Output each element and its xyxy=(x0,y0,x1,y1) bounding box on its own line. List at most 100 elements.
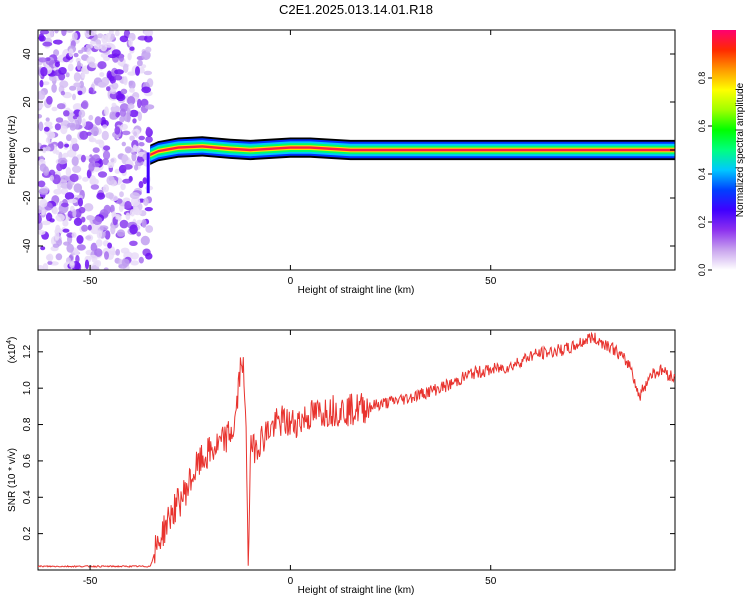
spectrogram-noise-blob xyxy=(138,181,144,189)
spectrogram-noise-blob xyxy=(69,173,79,183)
spectrogram-noise-blob xyxy=(53,49,60,57)
spectrogram-noise-blob xyxy=(63,241,70,246)
snr-frame xyxy=(37,329,676,571)
spectrogram-noise-blob xyxy=(90,184,100,190)
spectrogram-noise-blob xyxy=(127,96,136,106)
spectrogram-noise-blob xyxy=(137,59,143,67)
spectrogram-noise-blob xyxy=(54,123,62,131)
colorbar-label: Normalized spectral amplitude xyxy=(735,82,746,217)
spectrogram-noise-blob xyxy=(38,205,42,214)
spectrogram-noise-blob xyxy=(114,69,124,75)
spectrogram-noise-blob xyxy=(89,175,97,185)
spectrogram-noise-blob xyxy=(119,103,129,112)
spectrogram-x-ticks: -50 0 50 xyxy=(83,30,497,287)
spectrogram-noise-blob xyxy=(129,135,135,141)
spectrogram-noise-blob xyxy=(102,124,108,129)
spectrogram-noise-blob xyxy=(103,204,111,215)
spectrogram-noise-blob xyxy=(135,66,140,76)
spectrogram-noise-blob xyxy=(123,76,128,86)
spectrogram-noise-blob xyxy=(66,134,72,142)
spectrogram-noise-blob xyxy=(82,176,89,182)
spectrogram-noise-blob xyxy=(127,71,136,76)
spectrogram-noise-blob xyxy=(110,105,121,113)
spectrogram-noise-blob xyxy=(60,187,69,195)
spectrogram-noise-blob xyxy=(52,174,61,185)
spectrogram-noise-blob xyxy=(63,110,70,117)
spectrogram-noise-blob xyxy=(141,64,147,69)
spectrogram-noise-blob xyxy=(72,32,78,41)
spectrogram-noise-blob xyxy=(99,72,105,77)
spectrogram-noise-blob xyxy=(73,183,83,193)
spectrogram-noise-blob xyxy=(45,117,50,122)
spectrogram-noise-blob xyxy=(38,90,46,100)
spectrogram-noise-blob xyxy=(121,141,127,147)
spectrogram-noise-blob xyxy=(73,72,81,82)
spectrogram-noise-blob xyxy=(65,167,72,177)
spectrogram-noise-blob xyxy=(44,121,53,127)
spectrogram-noise-blob xyxy=(94,116,102,126)
spectrogram-noise-blob xyxy=(38,35,46,42)
spectrogram-noise-blob xyxy=(104,106,109,116)
spectrogram-noise-blob xyxy=(84,259,90,270)
spectrogram-noise-blob xyxy=(40,246,46,251)
spectrogram-noise-blob xyxy=(67,198,78,204)
spectrogram-band-core xyxy=(150,145,675,156)
spectrogram-noise-blob xyxy=(72,165,82,173)
spectrogram-noise-blob xyxy=(134,164,139,171)
spectrogram-x-tick-label: -50 xyxy=(83,276,98,287)
spectrogram-noise-blob xyxy=(138,142,145,147)
spectrogram-noise-blob xyxy=(124,200,132,211)
spectrogram-noise-blob xyxy=(93,44,102,50)
spectrogram-noise-blob xyxy=(54,231,60,241)
spectrogram-noise-blob xyxy=(127,103,135,110)
spectrogram-y-tick-label: 40 xyxy=(22,48,33,60)
spectrogram-heat-layer xyxy=(38,30,675,270)
spectrogram-noise-blob xyxy=(54,61,61,68)
spectrogram-noise-blob xyxy=(114,74,123,81)
spectrogram-noise-blob xyxy=(130,196,141,207)
spectrogram-noise-blob xyxy=(78,197,83,207)
spectrogram-noise-blob xyxy=(77,90,83,96)
spectrogram-noise-blob xyxy=(53,188,63,195)
spectrogram-noise-blob xyxy=(126,107,131,117)
spectrogram-noise-blob xyxy=(73,217,83,226)
spectrogram-noise-blob xyxy=(62,152,70,158)
spectrogram-noise-blob xyxy=(65,30,74,33)
spectrogram-noise-blob xyxy=(88,161,95,172)
spectrogram-noise-blob xyxy=(38,180,46,188)
colorbar-ticks: 0.0 0.2 0.4 0.6 0.8 xyxy=(697,72,712,277)
spectrogram-noise-blob xyxy=(79,80,84,89)
spectrogram-noise-blob xyxy=(57,157,68,165)
spectrogram-noise-blob xyxy=(118,204,124,212)
spectrogram-noise-blob xyxy=(142,153,152,161)
spectrogram-noise-blob xyxy=(72,93,76,101)
spectrogram-noise-blob xyxy=(88,61,95,67)
spectrogram-noise-blob xyxy=(110,224,116,235)
spectrogram-y-tick-label: -40 xyxy=(22,238,33,253)
spectrogram-noise-blob xyxy=(97,33,104,39)
spectrogram-noise-blob xyxy=(114,168,121,174)
spectrogram-noise-blob xyxy=(55,253,63,261)
spectrogram-noise-blob xyxy=(51,83,57,93)
spectrogram-noise-blob xyxy=(86,169,92,179)
spectrogram-noise-blob xyxy=(141,50,151,61)
colorbar-tick-label: 0.0 xyxy=(697,264,707,277)
spectrogram-noise-blob xyxy=(67,63,74,72)
spectrogram-noise-blob xyxy=(83,203,94,212)
snr-x-ticks: -50 0 50 xyxy=(83,330,497,587)
spectrogram-noise-blob xyxy=(132,118,137,124)
spectrogram-noise-blob xyxy=(85,44,94,49)
spectrogram-noise-blob xyxy=(64,143,70,148)
spectrogram-noise-blob xyxy=(128,80,133,86)
spectrogram-noise-blob xyxy=(129,109,139,118)
spectrogram-noise-blob xyxy=(88,254,98,260)
spectrogram-noise-blob xyxy=(114,126,121,135)
spectrogram-noise-blob xyxy=(130,252,139,260)
spectrogram-noise-blob xyxy=(71,143,80,152)
spectrogram-noise-blob xyxy=(97,81,106,88)
spectrogram-noise-blob xyxy=(65,72,70,78)
spectrogram-noise-blob xyxy=(87,224,92,231)
spectrogram-noise-blob xyxy=(66,149,77,158)
spectrogram-noise-blob xyxy=(67,112,76,123)
